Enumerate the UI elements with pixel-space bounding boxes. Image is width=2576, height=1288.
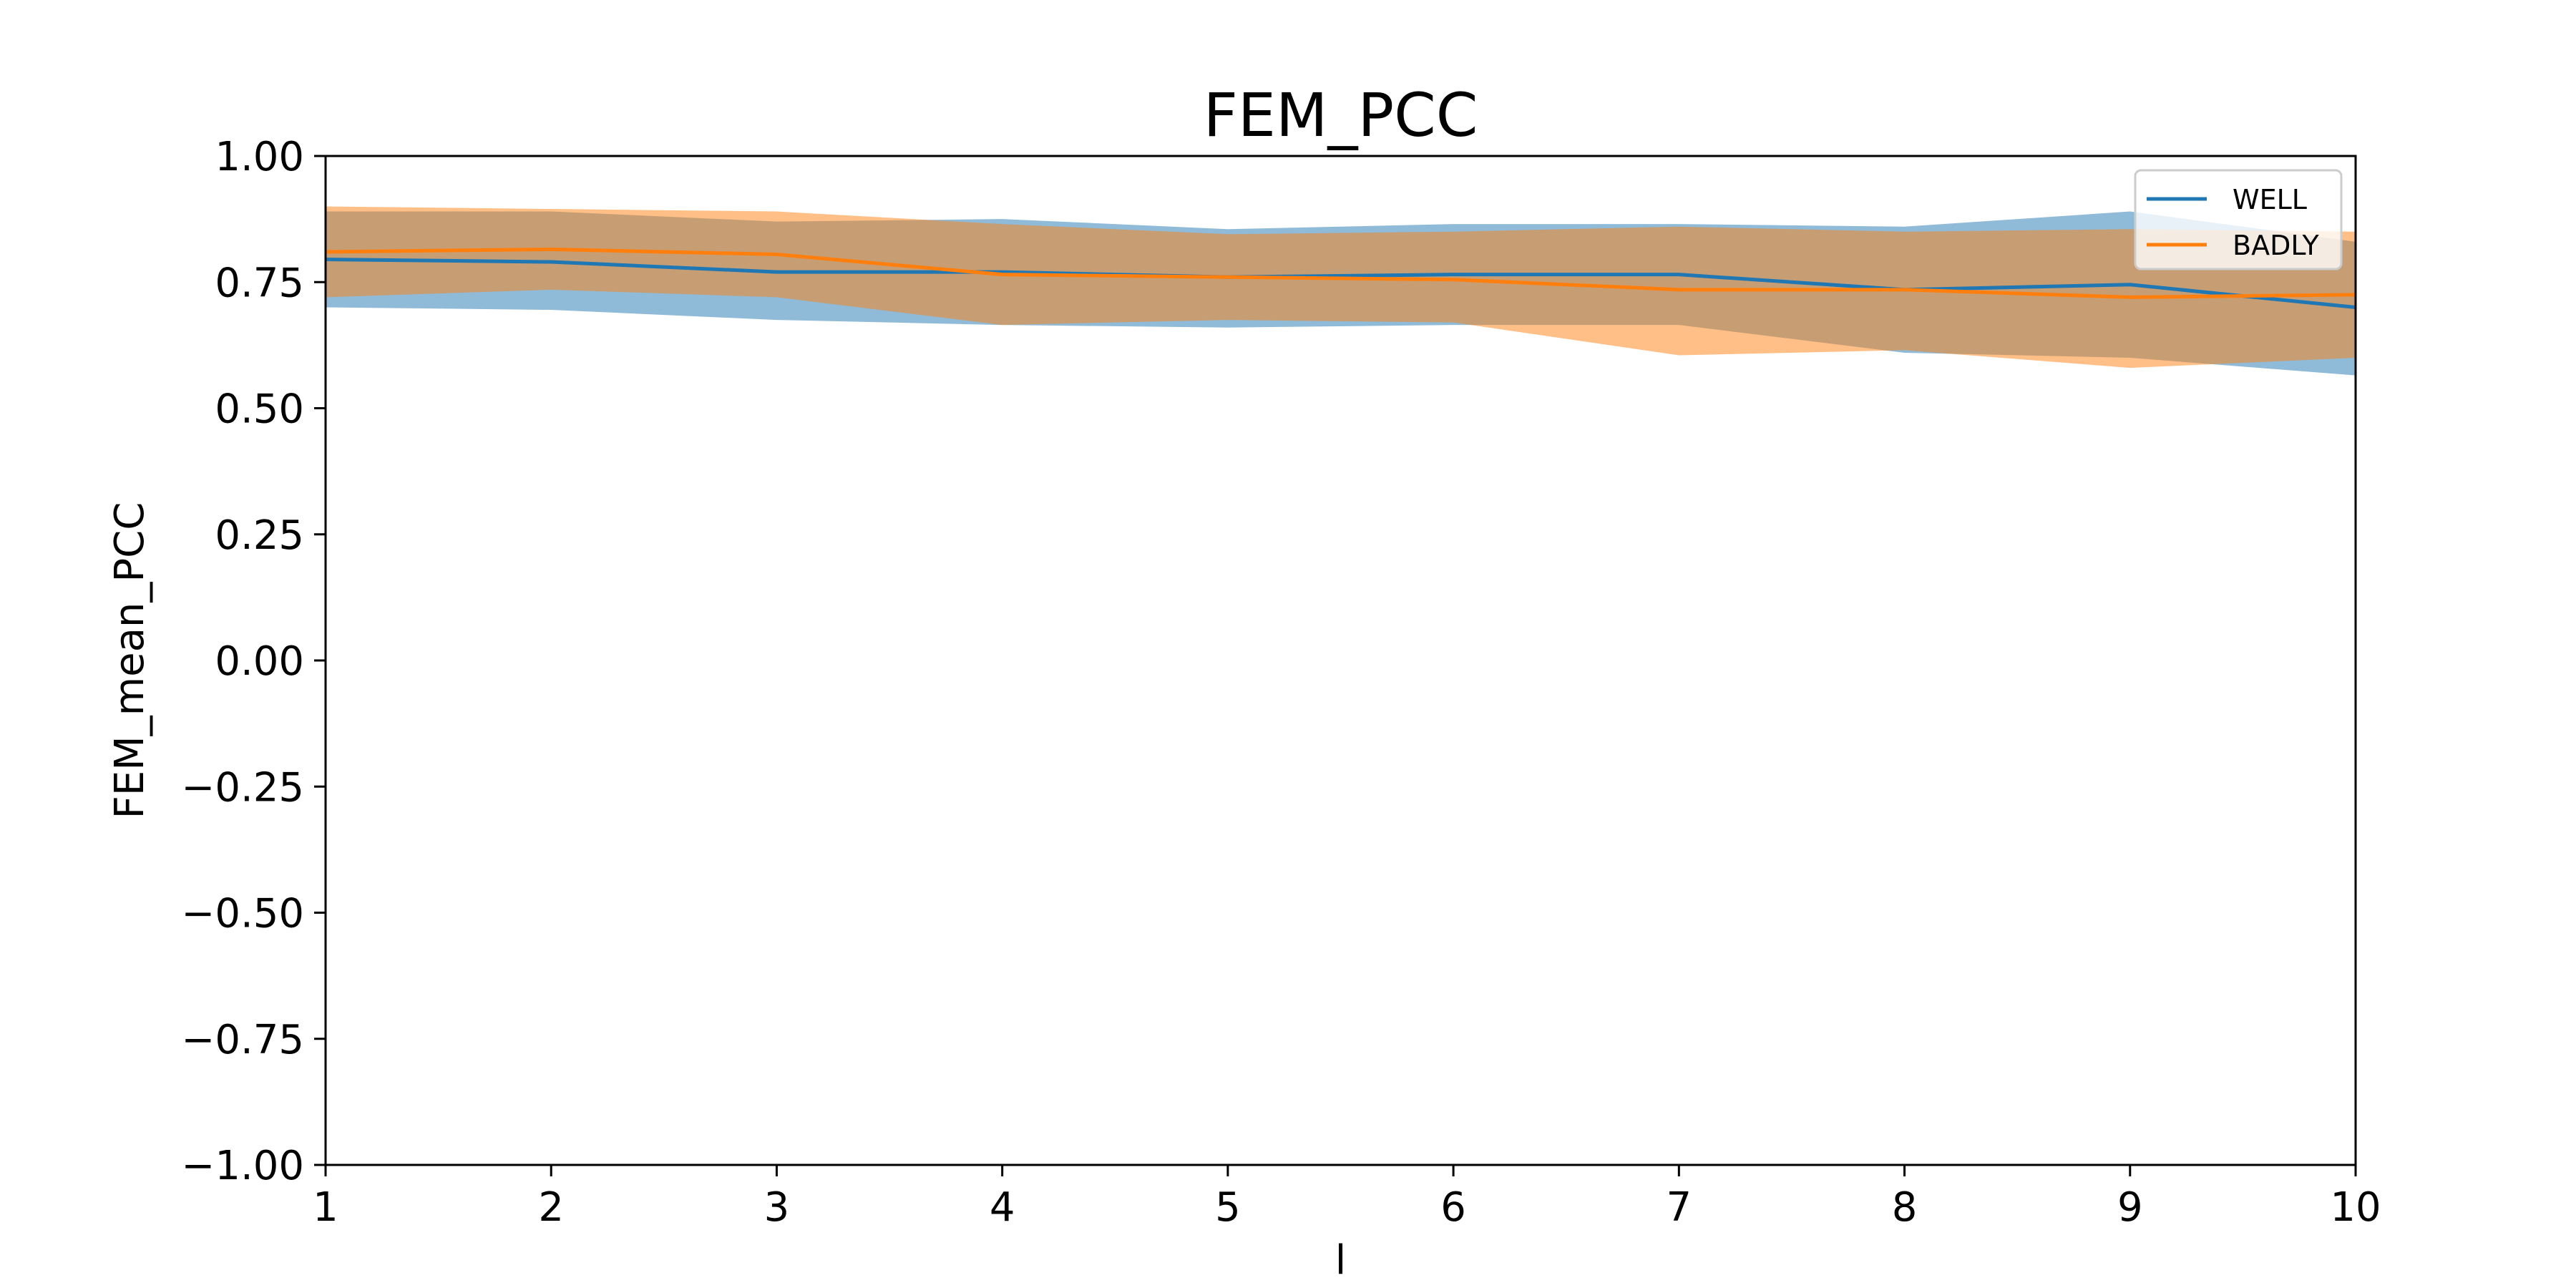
- y-tick-label: −1.00: [181, 1143, 304, 1189]
- legend-label-well: WELL: [2233, 184, 2307, 215]
- y-axis: −1.00 −0.75 −0.50 −0.25 0.00 0.25 0.50 0.75 1.00: [181, 134, 326, 1189]
- series-lines: [325, 247, 2356, 309]
- x-tick-label: 10: [2330, 1184, 2381, 1231]
- confidence-bands: [326, 206, 2356, 376]
- y-tick-label: 0.75: [215, 260, 304, 306]
- band-badly: [326, 206, 2356, 369]
- legend-label-badly: BADLY: [2233, 230, 2319, 261]
- chart-title: FEM_PCC: [1204, 80, 1478, 150]
- y-tick-label: 0.50: [215, 386, 304, 433]
- x-tick-label: 1: [313, 1184, 338, 1231]
- y-axis-title: FEM_mean_PCC: [107, 502, 153, 819]
- x-tick-label: 8: [1892, 1184, 1918, 1231]
- y-tick-label: 0.00: [215, 638, 304, 685]
- x-tick-label: 4: [990, 1184, 1015, 1231]
- series-line-badly: [325, 247, 2356, 299]
- y-tick-label: 0.25: [215, 512, 304, 559]
- y-tick-label: −0.75: [181, 1017, 304, 1063]
- x-tick-label: 3: [764, 1184, 790, 1231]
- x-tick-label: 2: [538, 1184, 564, 1231]
- x-tick-label: 5: [1215, 1184, 1241, 1231]
- y-tick-label: 1.00: [215, 134, 304, 180]
- legend: WELL BADLY: [2134, 169, 2343, 270]
- x-tick-label: 9: [2117, 1184, 2143, 1231]
- x-tick-label: 7: [1667, 1184, 1692, 1231]
- x-axis: 1 2 3 4 5 6 7 8 9 10: [313, 1165, 2381, 1231]
- x-axis-title: l: [1335, 1237, 1347, 1284]
- y-tick-label: −0.50: [181, 891, 304, 937]
- x-tick-label: 6: [1440, 1184, 1466, 1231]
- y-tick-label: −0.25: [181, 764, 304, 811]
- series-line-well: [325, 258, 2356, 309]
